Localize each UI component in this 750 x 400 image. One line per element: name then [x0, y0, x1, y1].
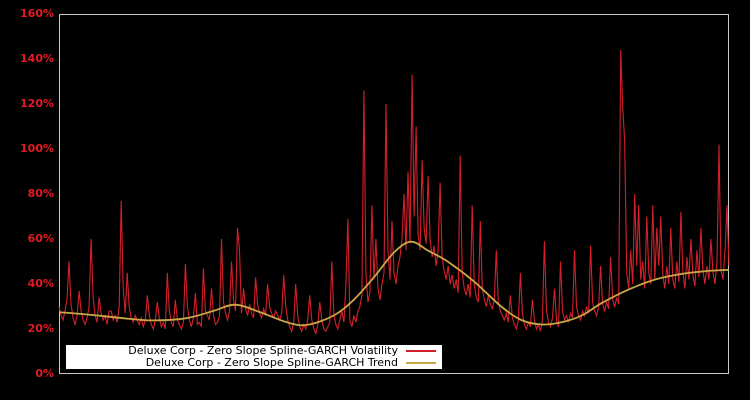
- y-axis-label-60: 60%: [27, 232, 54, 245]
- y-axis-label-40: 40%: [27, 277, 54, 290]
- legend-label-volatility: Deluxe Corp - Zero Slope Spline-GARCH Vo…: [128, 344, 398, 357]
- y-axis-label-140: 140%: [20, 52, 54, 65]
- volatility-line-swatch-icon: [406, 350, 436, 352]
- y-axis-label-20: 20%: [27, 322, 54, 335]
- trend-series-line: [58, 240, 730, 327]
- y-axis-label-160: 160%: [20, 7, 54, 20]
- y-axis-label-0: 0%: [35, 367, 54, 380]
- plot-area: [59, 14, 729, 374]
- y-axis-label-120: 120%: [20, 97, 54, 110]
- legend-row-volatility: Deluxe Corp - Zero Slope Spline-GARCH Vo…: [66, 345, 442, 357]
- y-axis-label-80: 80%: [27, 187, 54, 200]
- trend-line-swatch-icon: [406, 362, 436, 364]
- chart-legend: Deluxe Corp - Zero Slope Spline-GARCH Vo…: [66, 345, 442, 369]
- volatility-series-line: [58, 49, 730, 336]
- legend-row-trend: Deluxe Corp - Zero Slope Spline-GARCH Tr…: [66, 357, 442, 369]
- legend-label-trend: Deluxe Corp - Zero Slope Spline-GARCH Tr…: [145, 356, 398, 369]
- y-axis-label-100: 100%: [20, 142, 54, 155]
